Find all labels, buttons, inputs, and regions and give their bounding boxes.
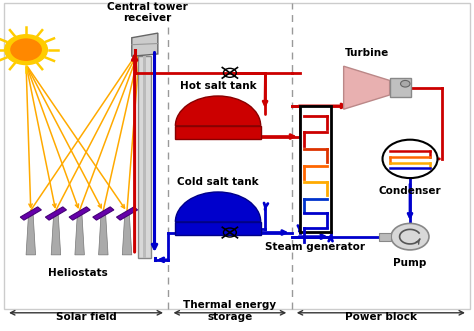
Text: Pump: Pump [393,258,427,268]
Polygon shape [69,207,90,220]
Polygon shape [93,207,114,220]
Polygon shape [20,207,41,220]
Text: Central tower
receiver: Central tower receiver [107,2,187,23]
Polygon shape [344,66,390,109]
Text: Solar field: Solar field [55,312,117,322]
FancyBboxPatch shape [143,56,146,258]
Circle shape [11,39,41,60]
Polygon shape [117,207,137,220]
FancyBboxPatch shape [300,106,331,232]
FancyBboxPatch shape [379,233,391,241]
Circle shape [391,223,429,250]
Wedge shape [175,192,261,222]
Circle shape [383,140,438,178]
Polygon shape [99,215,108,255]
Circle shape [401,80,410,87]
Polygon shape [75,215,84,255]
Text: Turbine: Turbine [345,48,390,58]
FancyBboxPatch shape [175,126,261,139]
Wedge shape [175,96,261,126]
Polygon shape [132,33,158,56]
Text: Cold salt tank: Cold salt tank [177,177,259,187]
Polygon shape [122,215,132,255]
Polygon shape [26,215,36,255]
Text: Hot salt tank: Hot salt tank [180,81,256,91]
Text: Power block: Power block [345,312,417,322]
FancyBboxPatch shape [175,222,261,235]
FancyBboxPatch shape [390,78,411,97]
Text: Steam generator: Steam generator [265,242,365,252]
Text: Heliostats: Heliostats [48,268,108,278]
Polygon shape [46,207,66,220]
Circle shape [5,35,47,65]
FancyBboxPatch shape [138,56,151,258]
Text: Thermal energy
storage: Thermal energy storage [183,300,276,322]
Polygon shape [51,215,61,255]
Text: Condenser: Condenser [379,186,441,196]
